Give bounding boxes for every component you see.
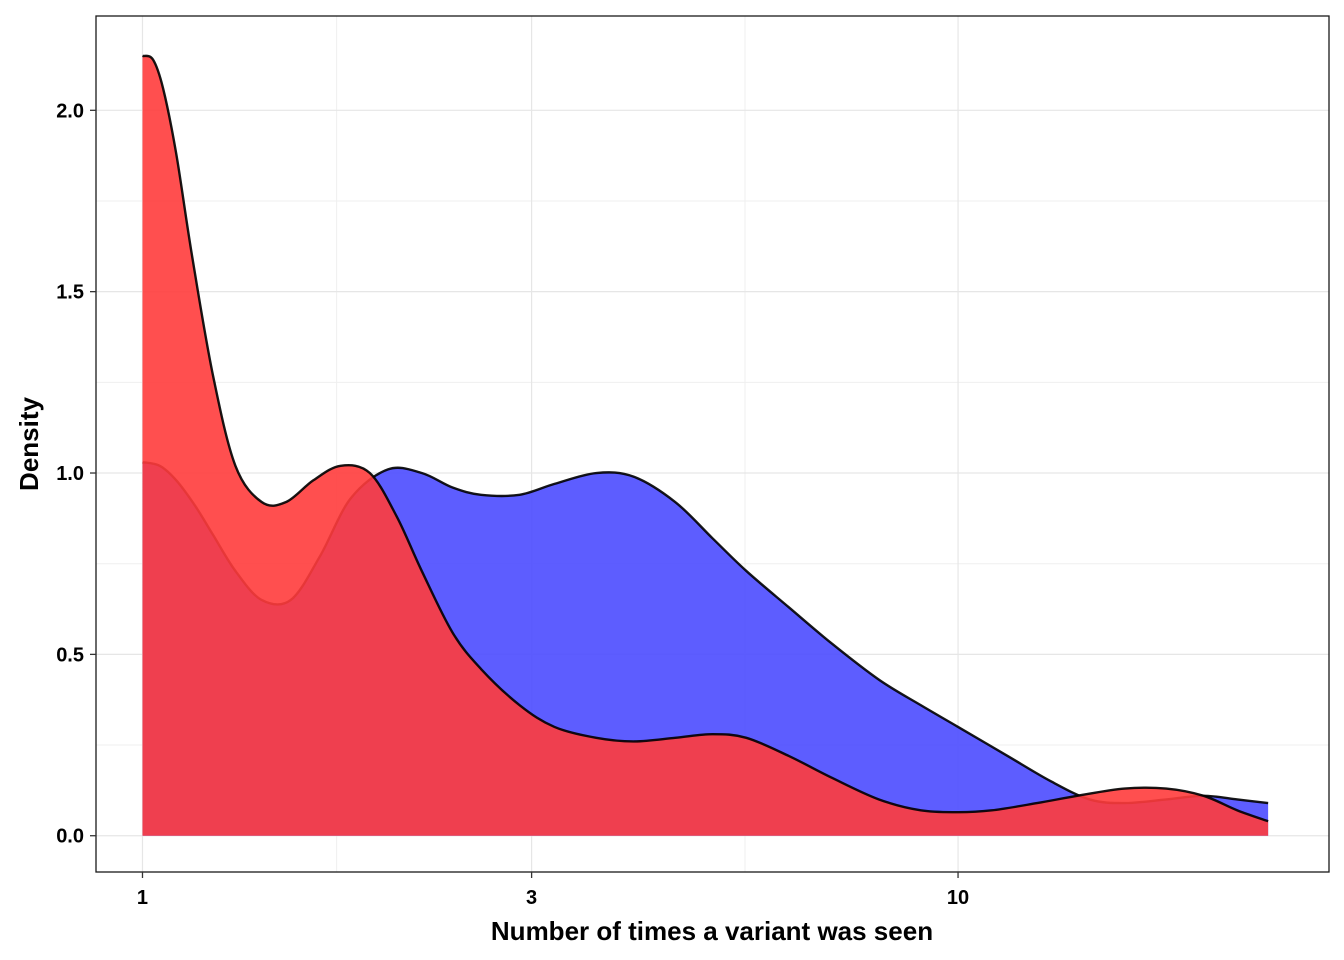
- x-tick-label: 10: [947, 887, 969, 909]
- y-tick-label: 1.0: [56, 463, 84, 485]
- panel-border: [95, 15, 1330, 873]
- x-axis-title: Number of times a variant was seen: [491, 916, 933, 946]
- density-line-2: [142, 54, 1269, 823]
- density-series: [142, 54, 1269, 836]
- axis-ticks: 0.0 0.5 1.0 1.5 2.0 1 3 10: [56, 100, 969, 909]
- x-tick-label: 1: [137, 887, 148, 909]
- y-tick-label: 0.5: [56, 644, 84, 666]
- y-tick-label: 2.0: [56, 100, 84, 122]
- density-area-2: [142, 55, 1269, 836]
- y-tick-label: 0.0: [56, 826, 84, 848]
- y-axis-title: Density: [14, 397, 44, 491]
- x-tick-label: 3: [526, 887, 537, 909]
- y-tick-label: 1.5: [56, 282, 84, 304]
